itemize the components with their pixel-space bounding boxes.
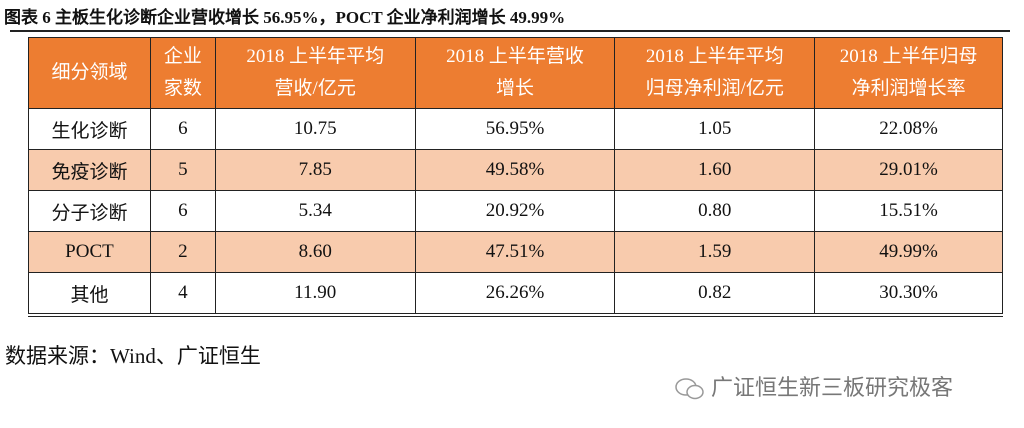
table-cell: 20.92% [414, 190, 616, 232]
header-text: 2018 上半年营收 [446, 46, 584, 67]
table-row: 生化诊断 6 10.75 56.95% 1.05 22.08% [28, 108, 1003, 150]
table-cell: POCT [28, 231, 151, 273]
source-note: 数据来源：Wind、广证恒生 [5, 344, 261, 368]
table-cell: 生化诊断 [28, 108, 151, 150]
table-cell: 4 [149, 272, 216, 317]
table-cell: 1.05 [614, 108, 816, 150]
table-cell: 22.08% [814, 108, 1003, 150]
header-text: 企业 [163, 46, 202, 67]
table-cell: 5.34 [214, 190, 416, 232]
watermark: 广证恒生新三板研究极客 [675, 370, 953, 402]
table-cell: 6 [149, 190, 216, 232]
table-cell: 49.99% [814, 231, 1003, 273]
table-row: POCT 2 8.60 47.51% 1.59 49.99% [28, 231, 1003, 273]
table-cell: 1.59 [614, 231, 816, 273]
table-cell: 分子诊断 [28, 190, 151, 232]
header-text: 2018 上半年平均 [645, 46, 784, 67]
header-text: 2018 上半年平均 [246, 46, 385, 67]
table-cell: 56.95% [414, 108, 616, 150]
table-body: 细分领域 企业 家数 2018 上半年平均 营收/亿元 2018 上半年营收 增长 2018 … [28, 37, 1003, 317]
header-cell: 细分领域 [28, 37, 151, 109]
table-cell: 30.30% [814, 272, 1003, 317]
table-cell: 0.82 [614, 272, 816, 317]
table-row: 免疫诊断 5 7.85 49.58% 1.60 29.01% [28, 149, 1003, 191]
table-cell: 0.80 [614, 190, 816, 232]
header-cell: 2018 上半年营收 增长 [414, 37, 616, 109]
table-cell: 其他 [28, 272, 151, 317]
table-row: 其他 4 11.90 26.26% 0.82 30.30% [28, 272, 1003, 317]
table-row: 分子诊断 6 5.34 20.92% 0.80 15.51% [28, 190, 1003, 232]
data-table: 细分领域 企业 家数 2018 上半年平均 营收/亿元 2018 上半年营收 增长 2018 … [28, 37, 1003, 317]
table-cell: 47.51% [414, 231, 616, 273]
header-text: 增长 [495, 78, 534, 99]
table-cell: 2 [149, 231, 216, 273]
table-cell: 6 [149, 108, 216, 150]
header-cell: 2018 上半年归母 净利润增长率 [814, 37, 1003, 109]
table-cell: 7.85 [214, 149, 416, 191]
header-text: 2018 上半年归母 [839, 46, 978, 67]
table-cell: 29.01% [814, 149, 1003, 191]
table-cell: 1.60 [614, 149, 816, 191]
table-cell: 10.75 [214, 108, 416, 150]
header-cell: 企业 家数 [149, 37, 216, 109]
header-text: 净利润增长率 [851, 78, 966, 99]
table-cell: 26.26% [414, 272, 616, 317]
header-text: 营收/亿元 [274, 78, 356, 99]
title-rule [10, 30, 1010, 32]
table-cell: 49.58% [414, 149, 616, 191]
table-cell: 11.90 [214, 272, 416, 317]
header-text: 细分领域 [51, 62, 128, 83]
table-cell: 8.60 [214, 231, 416, 273]
table-cell: 5 [149, 149, 216, 191]
header-cell: 2018 上半年平均 归母净利润/亿元 [614, 37, 816, 109]
watermark-text: 广证恒生新三板研究极客 [711, 376, 954, 401]
header-row: 细分领域 企业 家数 2018 上半年平均 营收/亿元 2018 上半年营收 增长 2018 … [28, 37, 1003, 109]
header-cell: 2018 上半年平均 营收/亿元 [214, 37, 416, 109]
table-cell: 免疫诊断 [28, 149, 151, 191]
header-text: 家数 [163, 78, 202, 99]
wechat-icon [675, 378, 704, 400]
title: 图表 6 主板生化诊断企业营收增长 56.95%，POCT 企业净利润增长 49… [4, 8, 566, 27]
header-text: 归母净利润/亿元 [645, 78, 784, 99]
table-cell: 15.51% [814, 190, 1003, 232]
